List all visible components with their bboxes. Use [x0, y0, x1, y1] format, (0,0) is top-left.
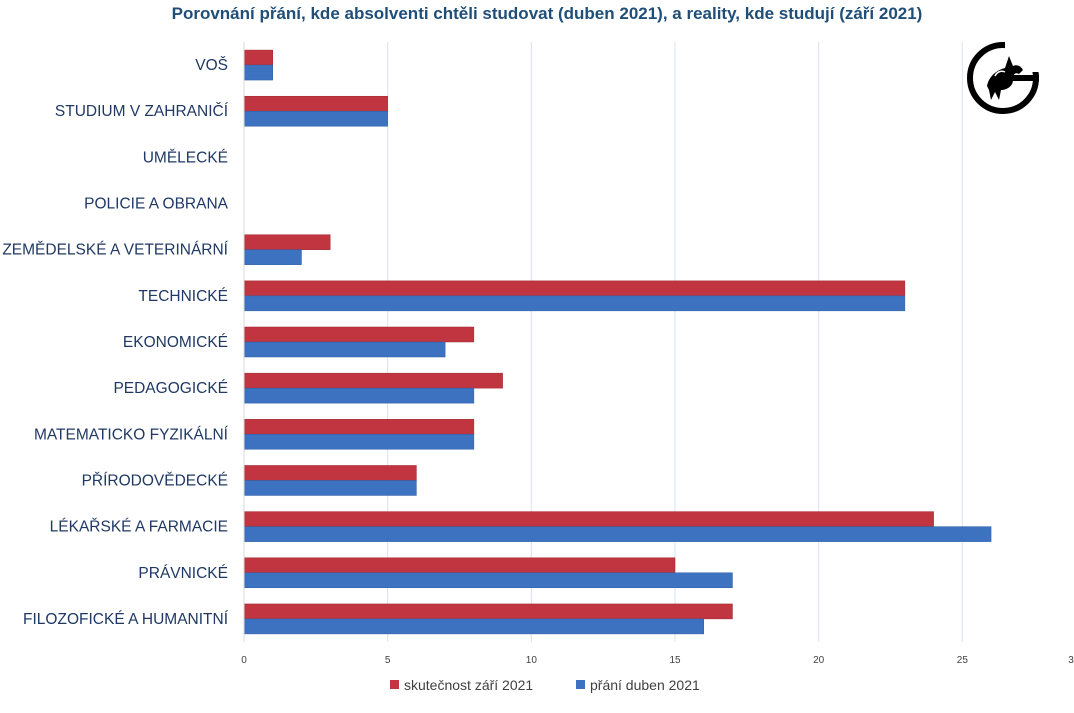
legend-swatch — [390, 680, 399, 689]
bar-prani — [243, 64, 273, 81]
category-label: ZEMĚDELSKÉ A VETERINÁRNÍ — [2, 242, 228, 259]
bar-prani — [243, 249, 302, 265]
bar-prani — [243, 295, 906, 312]
axis-layer: 0 5 10 15 20 25 3 VOŠ STUDIUM V ZAHRANIČÍ UMĚLECK… — [2, 42, 1074, 666]
horse-g-logo-icon — [967, 38, 1045, 114]
bar-prani — [243, 618, 704, 635]
category-label: EKONOMICKÉ — [123, 334, 228, 351]
bar-skutecnost — [243, 234, 331, 250]
bar-skutecnost — [243, 603, 733, 620]
x-tick-label: 25 — [957, 655, 969, 666]
legend-label: skutečnost září 2021 — [404, 677, 533, 693]
category-label: PEDAGOGICKÉ — [113, 380, 228, 397]
category-label: PRÁVNICKÉ — [138, 565, 228, 582]
x-tick-label: 3 — [1068, 655, 1074, 666]
bar-skutecnost — [243, 49, 273, 66]
category-label: STUDIUM V ZAHRANIČÍ — [55, 103, 229, 120]
category-label: FILOZOFICKÉ A HUMANITNÍ — [23, 611, 229, 628]
chart-title: Porovnání přání, kde absolventi chtěli s… — [171, 4, 923, 23]
bar-prani — [243, 480, 417, 496]
category-label: VOŠ — [195, 57, 228, 74]
legend: skutečnost září 2021 přání duben 2021 — [390, 677, 700, 693]
x-tick-label: 5 — [385, 655, 391, 666]
x-tick-label: 15 — [669, 655, 681, 666]
bar-prani — [243, 526, 992, 542]
bar-layer — [243, 49, 992, 635]
legend-swatch — [576, 680, 585, 689]
category-label: POLICIE A OBRANA — [84, 196, 229, 213]
bar-skutecnost — [243, 326, 475, 343]
bar-skutecnost — [243, 95, 388, 112]
bar-skutecnost — [243, 372, 503, 389]
bar-prani — [243, 341, 446, 358]
bar-skutecnost — [243, 557, 676, 574]
bar-skutecnost — [243, 419, 475, 435]
category-label: PŘÍRODOVĚDECKÉ — [82, 472, 228, 489]
bar-prani — [243, 110, 388, 127]
category-label: UMĚLECKÉ — [143, 149, 228, 166]
x-tick-label: 0 — [241, 655, 247, 666]
x-tick-label: 20 — [813, 655, 825, 666]
bar-skutecnost — [243, 511, 934, 527]
bar-skutecnost — [243, 465, 417, 481]
bar-prani — [243, 572, 733, 589]
category-label: TECHNICKÉ — [138, 288, 228, 305]
bar-skutecnost — [243, 280, 906, 297]
category-label: LÉKAŘSKÉ A FARMACIE — [50, 519, 228, 536]
category-label: MATEMATICKO FYZIKÁLNÍ — [34, 426, 229, 443]
x-tick-label: 10 — [526, 655, 538, 666]
legend-label: přání duben 2021 — [590, 677, 700, 693]
bar-prani — [243, 434, 475, 450]
bar-prani — [243, 387, 475, 404]
